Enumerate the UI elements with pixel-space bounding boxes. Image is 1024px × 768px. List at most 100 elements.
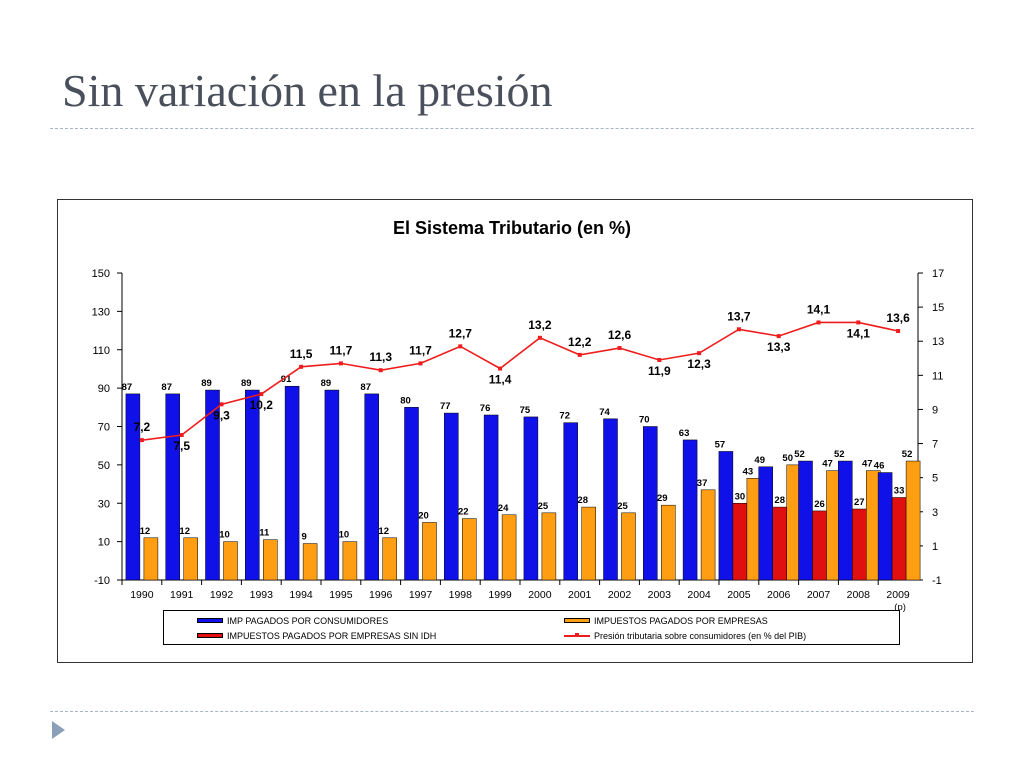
- bar-label-consumers: 52: [794, 449, 805, 460]
- legend-label-companies: IMPUESTOS PAGADOS POR EMPRESAS: [594, 615, 768, 626]
- y-left-tick-label: 150: [92, 268, 110, 280]
- tax-pressure-label: 11,7: [409, 343, 432, 357]
- bottom-divider: [50, 711, 974, 712]
- y-left-tick-label: 70: [98, 422, 110, 434]
- bar-consumers: [563, 422, 578, 581]
- bar-label-consumers: 87: [360, 382, 371, 393]
- bar-label-companies: 11: [259, 528, 270, 539]
- tax-pressure-label: 13,3: [767, 340, 791, 354]
- bar-label-companies: 12: [179, 526, 190, 537]
- bar-consumers: [483, 414, 499, 581]
- bar-label-companies-no-idh: 28: [774, 495, 785, 506]
- tax-pressure-label: 11,4: [489, 373, 512, 387]
- next-slide-arrow-icon[interactable]: [52, 721, 65, 739]
- legend-item-consumers: IMP PAGADOS POR CONSUMIDORES: [197, 613, 388, 628]
- bar-label-consumers: 63: [679, 428, 690, 439]
- legend-label-consumers: IMP PAGADOS POR CONSUMIDORES: [227, 615, 389, 626]
- x-tick-label: 1996: [369, 589, 393, 601]
- tax-pressure-label: 13,7: [727, 309, 751, 323]
- x-tick-label: 2002: [608, 589, 632, 601]
- tax-pressure-point: [816, 320, 821, 325]
- bar-consumers: [404, 407, 419, 581]
- x-tick-label: 1990: [130, 589, 154, 601]
- bar-label-consumers: 91: [281, 374, 292, 385]
- bar-label-consumers: 46: [874, 461, 885, 472]
- x-tick-label: 1999: [488, 589, 512, 601]
- y-right-tick-label: 9: [932, 404, 938, 416]
- bar-label-consumers: 49: [754, 455, 765, 466]
- tax-pressure-label: 12,3: [687, 357, 711, 371]
- bar-companies: [661, 504, 676, 581]
- y-right-tick-label: 5: [932, 473, 938, 485]
- x-tick-label: 2003: [648, 589, 672, 601]
- bar-companies: [382, 537, 397, 581]
- bar-label-companies-no-idh: 30: [735, 491, 746, 502]
- y-left-tick-label: -10: [94, 575, 110, 587]
- bar-companies: [905, 460, 921, 581]
- bar-label-consumers: 70: [639, 415, 650, 426]
- bar-companies-no-idh: [891, 497, 907, 581]
- tax-pressure-point: [577, 352, 582, 357]
- tax-pressure-label: 11,7: [330, 343, 353, 357]
- y-left-tick-label: 110: [92, 345, 110, 357]
- tax-pressure-point: [697, 351, 702, 356]
- y-left-tick-label: 30: [98, 498, 110, 510]
- tax-pressure-label: 12,6: [608, 328, 632, 342]
- tax-pressure-point: [179, 433, 184, 438]
- bar-label-companies: 10: [339, 530, 350, 541]
- bar-consumers: [877, 472, 893, 581]
- legend-swatch-consumers: [197, 618, 223, 623]
- bar-label-companies: 25: [617, 501, 628, 512]
- x-tick-label: 1998: [449, 589, 473, 601]
- bar-label-consumers: 80: [400, 395, 411, 406]
- bar-label-consumers: 74: [599, 407, 610, 418]
- bar-label-consumers: 57: [715, 439, 726, 450]
- bar-label-companies-no-idh: 26: [814, 499, 825, 510]
- bar-label-companies: 9: [301, 532, 306, 543]
- slide-title: Sin variación en la presión: [62, 65, 553, 116]
- bar-label-consumers: 87: [161, 382, 172, 393]
- bar-label-consumers: 75: [520, 405, 531, 416]
- tax-pressure-point: [458, 344, 463, 349]
- bar-companies-no-idh: [732, 503, 748, 581]
- tax-pressure-point: [736, 327, 741, 332]
- y-right-tick-label: 13: [932, 336, 944, 348]
- legend-label-tax-pressure: Presión tributaria sobre consumidores (e…: [594, 630, 807, 641]
- bar-companies: [581, 506, 596, 581]
- bar-label-companies: 20: [418, 510, 429, 521]
- bar-companies: [263, 539, 278, 581]
- bar-label-companies: 24: [498, 503, 509, 514]
- bar-companies-no-idh: [852, 508, 867, 581]
- tax-pressure-label: 11,5: [290, 347, 313, 361]
- bar-companies-no-idh: [812, 510, 827, 581]
- y-left-tick-label: 10: [98, 537, 110, 549]
- bar-consumers: [603, 418, 618, 581]
- tax-pressure-point: [896, 328, 901, 333]
- bar-consumers: [718, 451, 734, 581]
- bar-consumers: [758, 466, 773, 581]
- legend-swatch-companies: [564, 618, 590, 623]
- bar-label-consumers: 52: [834, 449, 845, 460]
- chart-legend: IMP PAGADOS POR CONSUMIDORES IMPUESTOS P…: [163, 610, 900, 645]
- bar-label-companies-no-idh: 27: [854, 497, 865, 508]
- tax-pressure-line: [141, 321, 899, 441]
- bar-companies: [302, 543, 318, 581]
- bar-label-companies: 52: [902, 449, 913, 460]
- tax-pressure-label: 14,1: [807, 302, 831, 316]
- tax-pressure-point: [856, 320, 861, 325]
- bar-label-companies: 22: [458, 507, 469, 518]
- bar-label-companies: 47: [862, 459, 873, 470]
- bar-label-companies-no-idh: 33: [894, 485, 905, 496]
- x-tick-label: 2009: [886, 589, 910, 601]
- tax-pressure-label: 10,2: [250, 398, 274, 412]
- bar-consumers: [125, 393, 141, 581]
- bar-companies: [621, 512, 636, 581]
- x-tick-label: 1992: [210, 589, 234, 601]
- x-tick-label: 2004: [687, 589, 711, 601]
- tax-pressure-label: 13,6: [886, 311, 910, 325]
- bar-label-consumers: 89: [321, 378, 332, 389]
- tax-pressure-label: 7,2: [134, 420, 151, 434]
- x-tick-label: 1994: [289, 589, 313, 601]
- bar-label-companies: 10: [219, 530, 230, 541]
- tax-pressure-point: [537, 335, 542, 340]
